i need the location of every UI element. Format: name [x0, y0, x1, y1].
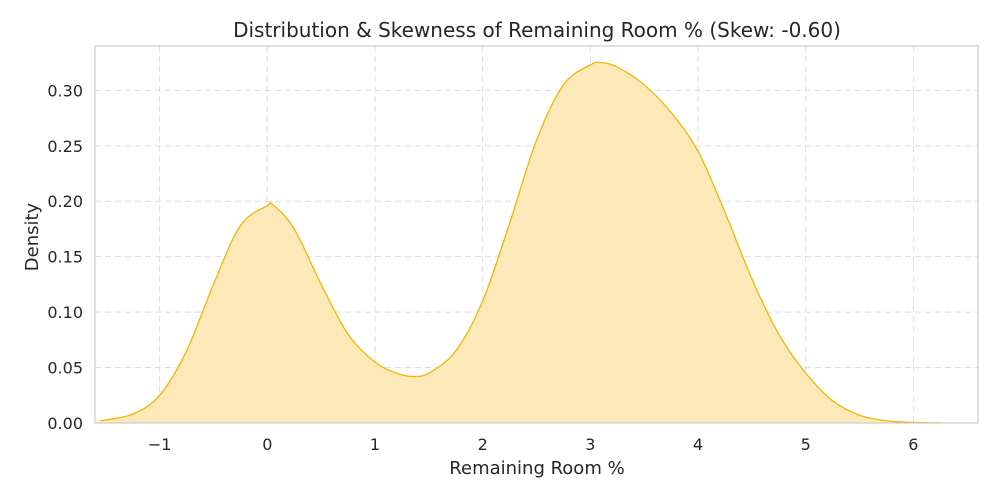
chart-title: Distribution & Skewness of Remaining Roo… — [233, 18, 841, 42]
density-curve — [100, 61, 941, 424]
x-tick-label: −1 — [148, 435, 172, 454]
x-tick-label: 1 — [370, 435, 380, 454]
y-tick-label: 0.15 — [47, 248, 83, 267]
x-tick-label: 3 — [585, 435, 595, 454]
x-axis-ticks: −1 0 1 2 3 4 5 6 — [148, 435, 919, 454]
y-tick-label: 0.30 — [47, 81, 83, 100]
y-tick-label: 0.20 — [47, 192, 83, 211]
y-tick-label: 0.00 — [47, 414, 83, 433]
x-tick-label: 5 — [801, 435, 811, 454]
x-axis-title: Remaining Room % — [449, 458, 624, 479]
x-tick-label: 4 — [693, 435, 703, 454]
y-tick-label: 0.10 — [47, 303, 83, 322]
x-tick-label: 6 — [908, 435, 918, 454]
x-tick-label: 0 — [262, 435, 272, 454]
y-tick-label: 0.05 — [47, 359, 83, 378]
y-axis-title: Density — [22, 202, 43, 271]
density-area-fill — [100, 62, 941, 423]
x-tick-label: 2 — [478, 435, 488, 454]
plot-frame — [94, 45, 979, 424]
y-tick-label: 0.25 — [47, 137, 83, 156]
y-axis-ticks: 0.00 0.05 0.10 0.15 0.20 0.25 0.30 — [47, 81, 83, 433]
